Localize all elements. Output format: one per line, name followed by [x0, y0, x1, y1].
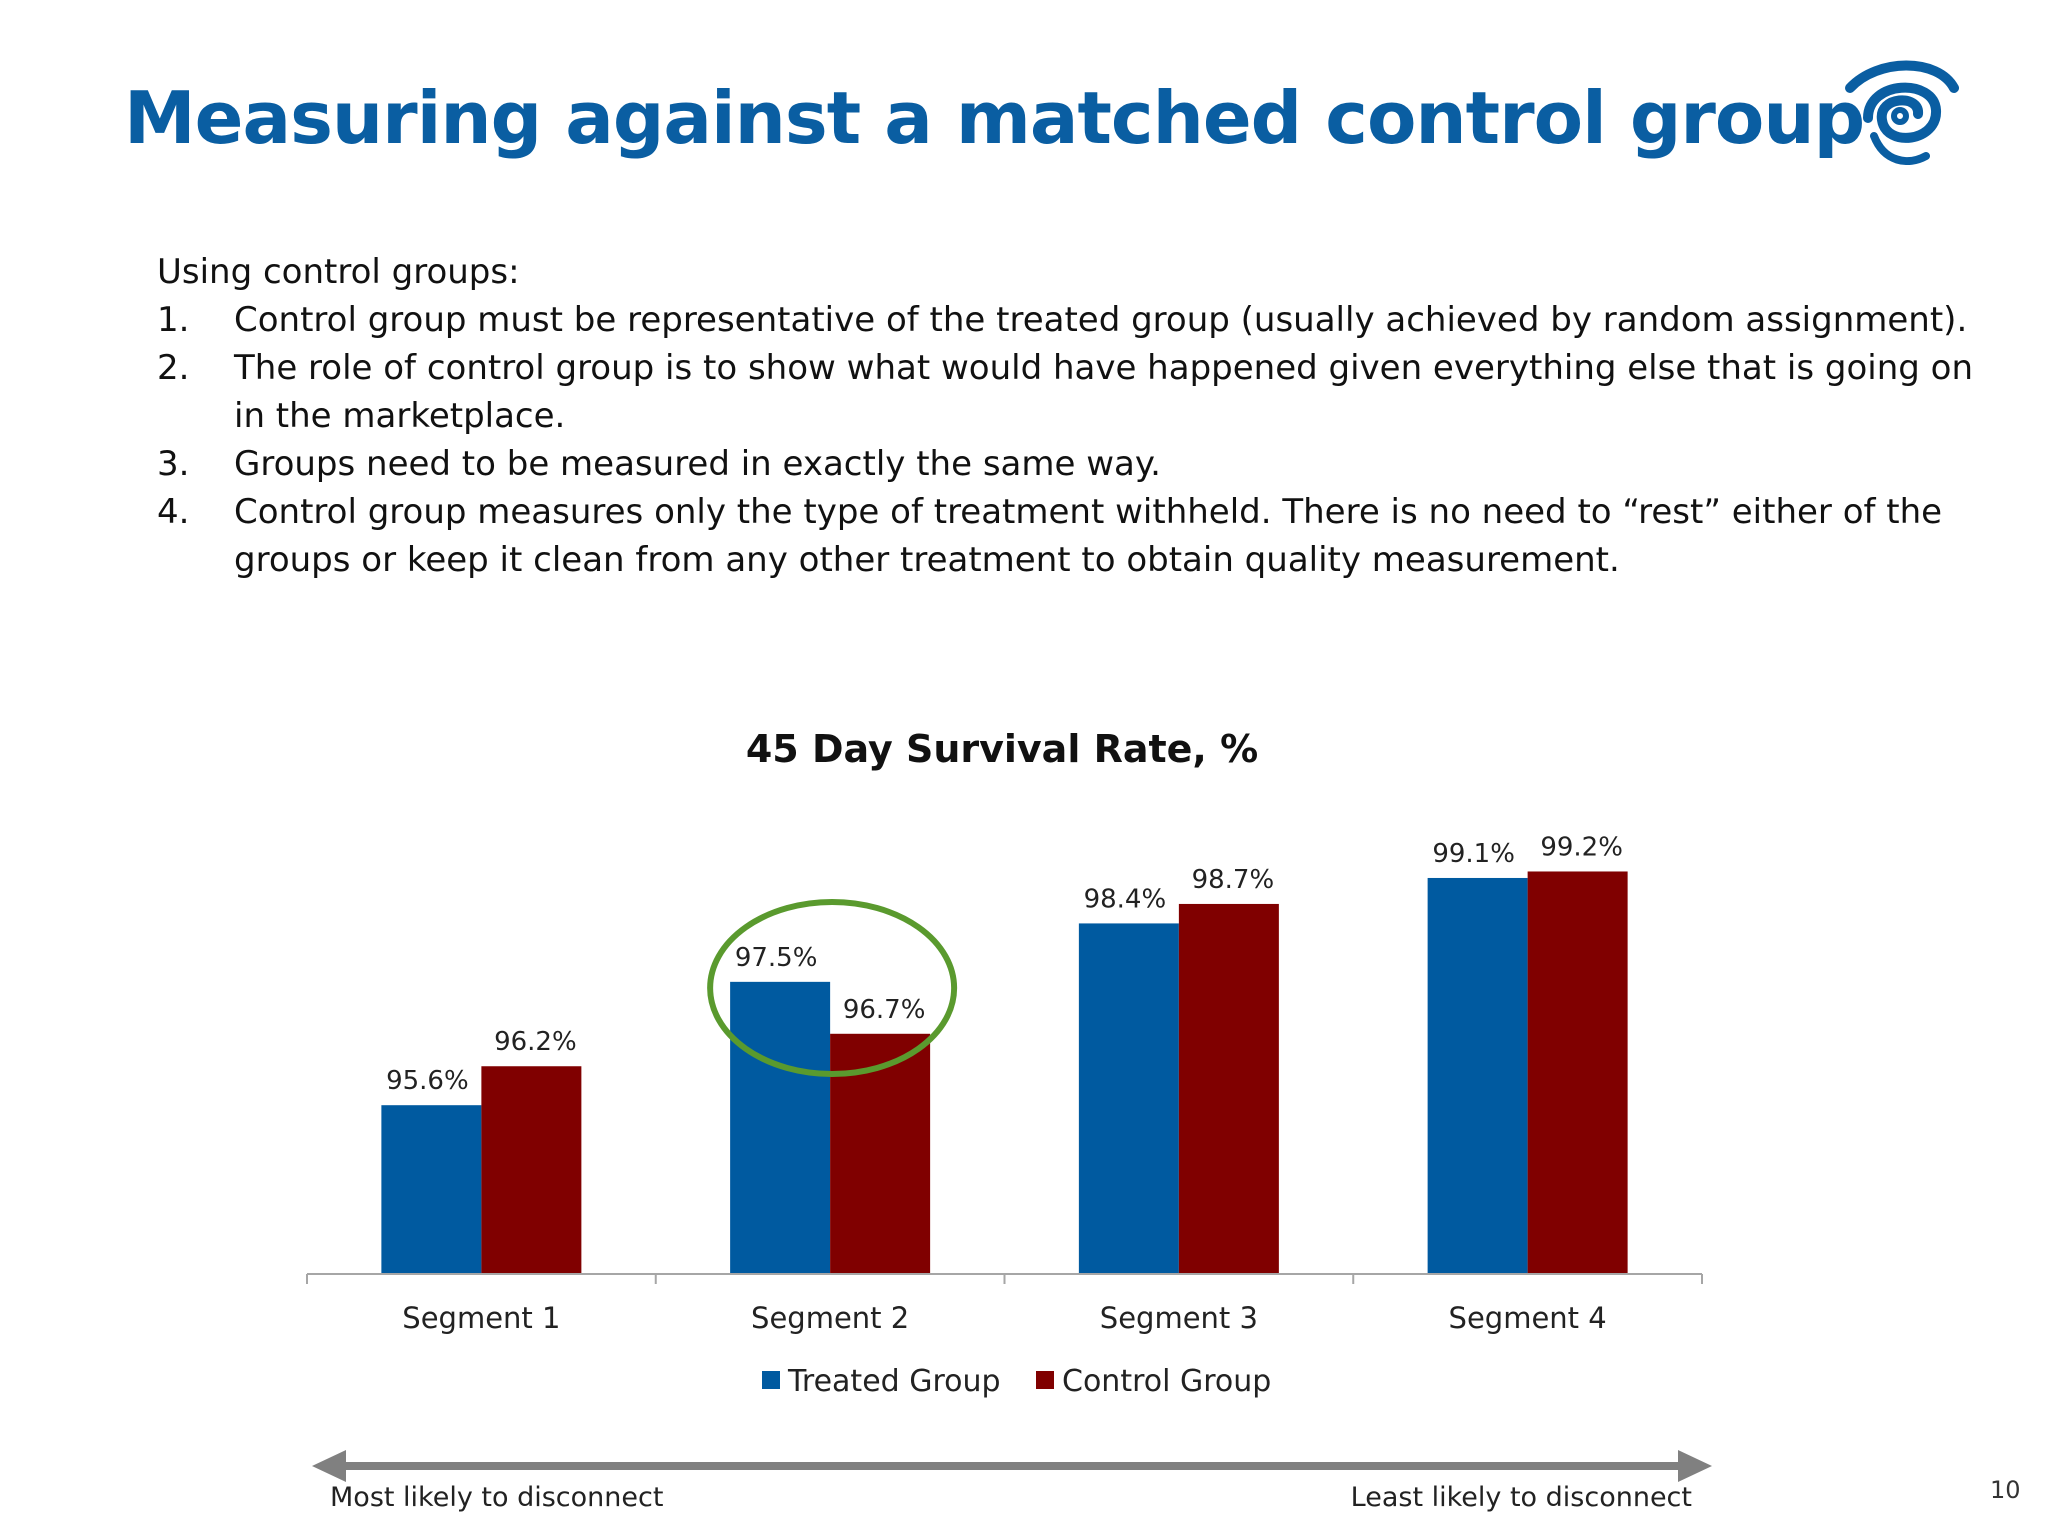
data-label: 95.6% [386, 1066, 469, 1096]
x-axis: Segment 1 Segment 2 Segment 3 Segment 4 [306, 1273, 1703, 1335]
data-label: 98.7% [1192, 865, 1275, 895]
highlight-layer [707, 899, 958, 1077]
bar-control-group-1 [481, 1066, 582, 1274]
data-label: 97.5% [735, 943, 818, 973]
x-tick-label: Segment 4 [1449, 1301, 1607, 1335]
page-number: 10 [1990, 1476, 2021, 1504]
bar-control-group-3 [1178, 903, 1279, 1274]
bar-control-group-4 [1527, 871, 1628, 1274]
highlight-ellipse [707, 899, 958, 1077]
data-label: 96.7% [843, 995, 926, 1025]
list-item: 3. Groups need to be measured in exactly … [157, 440, 1997, 488]
list-item: 1. Control group must be representative o… [157, 296, 1997, 344]
slide-title: Measuring against a matched control grou… [124, 76, 1865, 160]
intro-text: Using control groups: 1. Control group mu… [157, 248, 1997, 584]
list-number: 4. [157, 492, 190, 532]
data-label: 99.1% [1432, 839, 1515, 869]
arrow-right-label: Least likely to disconnect [1351, 1482, 1692, 1513]
legend-swatch [762, 1371, 780, 1389]
arrow-left-label: Most likely to disconnect [330, 1482, 663, 1513]
list-number: 1. [157, 300, 190, 340]
eye-spiral-logo-icon [1845, 60, 1959, 166]
x-tick-label: Segment 1 [402, 1301, 560, 1335]
legend-swatch [1036, 1371, 1054, 1389]
list-text: Groups need to be measured in exactly th… [234, 444, 1161, 484]
bar-treated-group-4 [1427, 877, 1528, 1274]
bar-treated-group-1 [381, 1105, 482, 1274]
list-text: Control group must be representative of … [234, 300, 1968, 340]
data-label: 99.2% [1540, 832, 1623, 862]
data-label: 98.4% [1084, 884, 1167, 914]
intro-list: 1. Control group must be representative o… [157, 296, 1997, 584]
x-tick-label: Segment 2 [751, 1301, 909, 1335]
list-item: 2. The role of control group is to show w… [157, 344, 1997, 440]
intro-lead: Using control groups: [157, 252, 520, 292]
arrow-head-left [312, 1450, 346, 1482]
list-number: 3. [157, 444, 190, 484]
data-label: 96.2% [494, 1027, 577, 1057]
arrow-head-right [1678, 1450, 1712, 1482]
chart-title: 45 Day Survival Rate, % [746, 727, 1258, 771]
likelihood-arrow: Most likely to disconnect Least likely to… [312, 1450, 1712, 1513]
bar-treated-group-2 [730, 981, 831, 1274]
bar-treated-group-3 [1078, 923, 1179, 1274]
legend-label: Treated Group [787, 1364, 1001, 1399]
list-item: 4. Control group measures only the type o… [157, 488, 1997, 584]
legend-label: Control Group [1062, 1364, 1271, 1399]
bars-layer: 95.6% 96.2% 97.5% 96.7% 98.4% 98.7% 99.1% 99.2% [381, 832, 1628, 1274]
list-text: The role of control group is to show wha… [234, 348, 1973, 436]
x-tick-label: Segment 3 [1100, 1301, 1258, 1335]
list-text: Control group measures only the type of … [234, 492, 1943, 580]
legend: Treated Group Control Group [762, 1364, 1271, 1399]
list-number: 2. [157, 348, 190, 388]
